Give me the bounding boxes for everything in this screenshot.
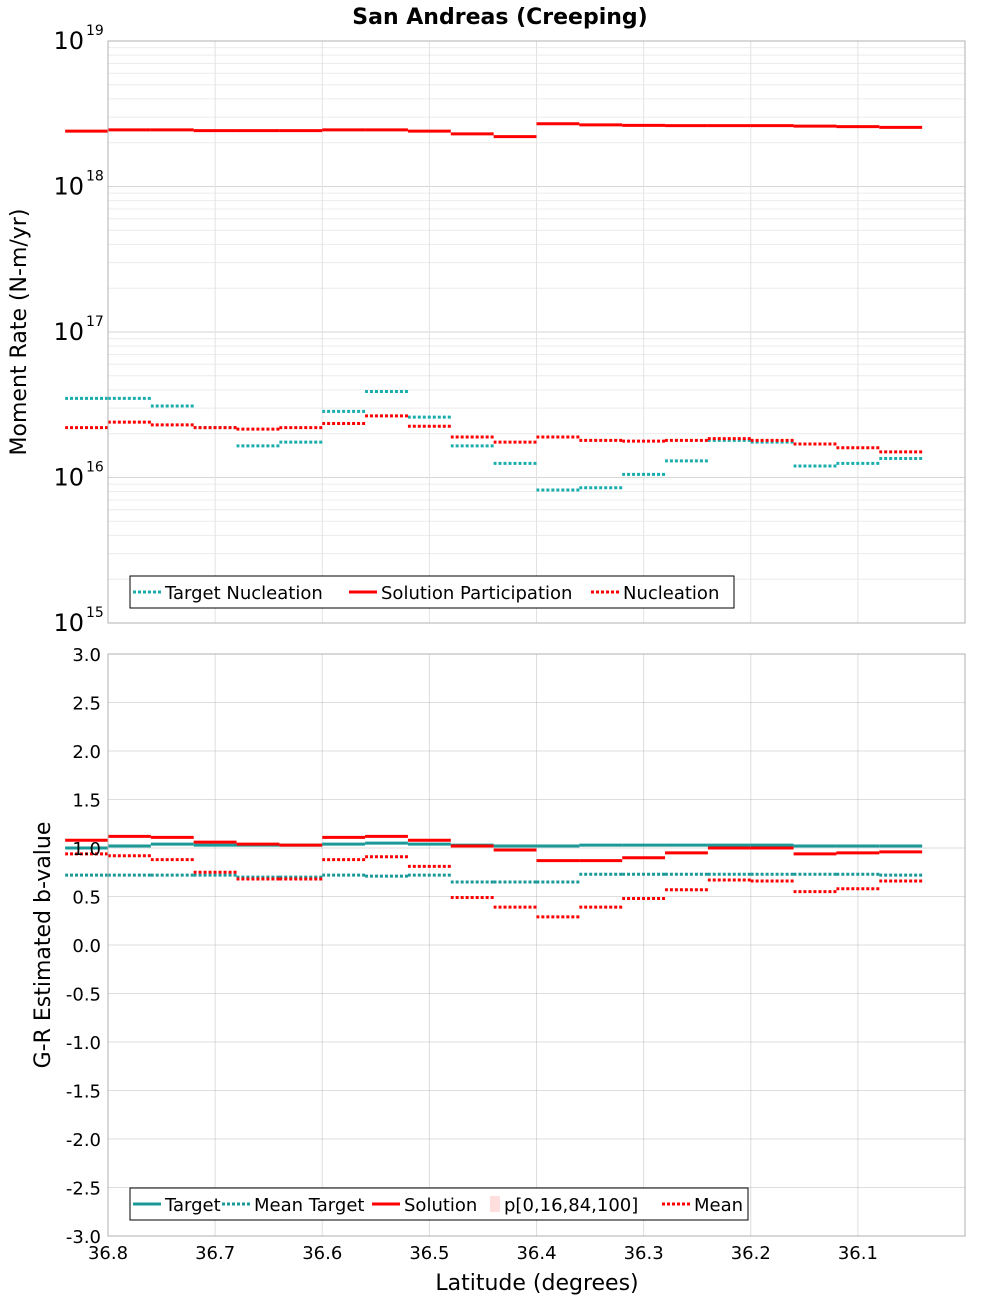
y-tick-base: 10: [53, 464, 84, 492]
y-tick-label: 1.5: [72, 791, 101, 812]
legend-bottom: Target Mean Target Solution p[0,16,84,100] M…: [129, 1187, 749, 1221]
x-tick-label: 36.2: [731, 1243, 771, 1264]
y-tick-label: 3.0: [72, 645, 101, 666]
y-tick-label: 0.5: [72, 888, 101, 909]
x-tick-label: 36.1: [838, 1243, 878, 1264]
y-tick-base: 10: [53, 318, 84, 346]
plot-area-bottom: [108, 654, 965, 1236]
y-tick-label: -2.5: [66, 1179, 101, 1200]
y-tick-exponent: 15: [86, 605, 104, 621]
grid-top: [107, 40, 965, 624]
legend-mean-target-label: Mean Target: [254, 1195, 364, 1216]
x-tick-label: 36.3: [624, 1243, 664, 1264]
y-tick-base: 10: [53, 609, 84, 637]
y-tick-exponent: 18: [86, 169, 104, 185]
y-tick-label: -1.0: [66, 1033, 101, 1054]
y-tick-label: 10 17: [53, 314, 103, 346]
legend-mean-label: Mean: [694, 1195, 743, 1216]
plot-frame-bottom: [107, 653, 966, 1237]
y-axis-label-bottom: G-R Estimated b-value: [31, 822, 56, 1069]
legend-top: Target Nucleation Solution Participation N…: [129, 575, 735, 609]
series-top: [65, 122, 923, 492]
y-tick-label: 2.5: [72, 694, 101, 715]
legend-target-label: Target: [164, 1195, 221, 1216]
y-tick-label: 0.0: [72, 936, 101, 957]
x-ticks: 36.8 36.7 36.6 36.5 36.4 36.3 36.2 36.1: [88, 1243, 878, 1264]
y-axis-label-top: Moment Rate (N-m/yr): [7, 209, 32, 456]
x-tick-label: 36.8: [88, 1243, 128, 1264]
y-tick-label: 2.0: [72, 742, 101, 763]
y-tick-label: 10 15: [53, 605, 103, 637]
y-tick-label: -1.5: [66, 1082, 101, 1103]
x-tick-label: 36.6: [302, 1243, 342, 1264]
legend-target-nucleation-label: Target Nucleation: [164, 583, 323, 604]
x-axis-label: Latitude (degrees): [435, 1271, 638, 1296]
legend-percentiles-label: p[0,16,84,100]: [504, 1195, 638, 1216]
x-tick-label: 36.4: [516, 1243, 556, 1264]
legend-solution-participation-label: Solution Participation: [381, 583, 572, 604]
legend-nucleation-label: Nucleation: [623, 583, 719, 604]
x-tick-label: 36.5: [409, 1243, 449, 1264]
b-value-chart: -3.0 -2.5 -2.0 -1.5 -1.0 -0.5 0.0 0.5 1.0 1.5 2.0 2…: [31, 645, 966, 1296]
y-tick-label: -2.0: [66, 1130, 101, 1151]
y-tick-exponent: 17: [86, 314, 104, 330]
y-tick-exponent: 19: [86, 23, 104, 39]
series-bottom: [65, 834, 923, 919]
plot-frame-top: [107, 40, 966, 624]
legend-solution-label: Solution: [404, 1195, 477, 1216]
y-tick-label: 10 16: [53, 460, 103, 492]
x-tick-label: 36.7: [195, 1243, 235, 1264]
legend-box: [129, 575, 735, 609]
legend-percentiles-swatch: [490, 1196, 500, 1212]
y-tick-base: 10: [53, 27, 84, 55]
y-tick-label: -0.5: [66, 985, 101, 1006]
y-tick-exponent: 16: [86, 460, 104, 476]
y-tick-label: 10 18: [53, 169, 103, 201]
y-tick-label: -3.0: [66, 1227, 101, 1248]
y-tick-label: 10 19: [53, 23, 103, 55]
y-ticks-bottom: -3.0 -2.5 -2.0 -1.5 -1.0 -0.5 0.0 0.5 1.0 1.5 2.0 2…: [66, 645, 101, 1248]
y-tick-base: 10: [53, 173, 84, 201]
chart-title: San Andreas (Creeping): [352, 5, 647, 30]
y-tick-label: 1.0: [72, 839, 101, 860]
